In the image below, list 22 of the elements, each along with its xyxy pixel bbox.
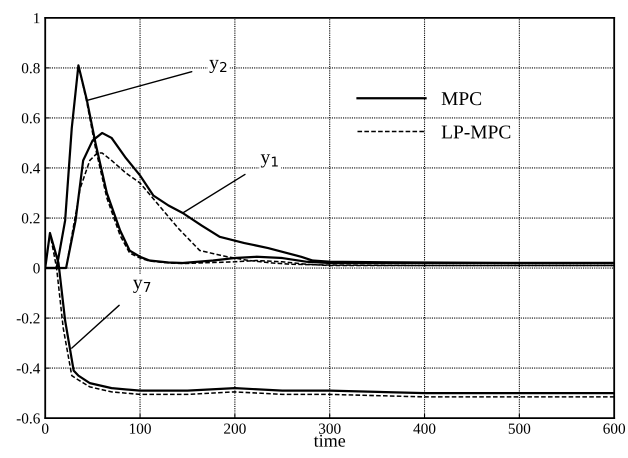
annotation: y$_{2}$: [209, 60, 226, 74]
legend-label: LP-MPC: [442, 125, 510, 139]
x-tick-label: 100: [130, 423, 151, 434]
y-tick-label: -0.6: [16, 413, 40, 424]
y-tick-label: 0.4: [22, 163, 40, 174]
x-tick-label: 200: [224, 423, 246, 434]
annotation: y$_{7}$: [133, 280, 150, 293]
y-tick-label: -0.2: [16, 313, 40, 324]
y-tick-label: 0.8: [22, 63, 40, 74]
y-tick-label: -0.4: [16, 363, 40, 374]
x-tick-label: 500: [508, 423, 530, 434]
y-tick-label: 0.2: [22, 213, 40, 224]
x-tick-label: 400: [413, 423, 436, 434]
x-axis-title: time: [314, 434, 346, 447]
legend-label: MPC: [442, 92, 482, 106]
x-tick-label: 0: [42, 423, 48, 434]
x-tick-label: 300: [318, 423, 341, 434]
y-tick-label: 0: [33, 263, 40, 274]
y-tick-label: 1: [34, 13, 40, 24]
y-tick-label: 0.6: [22, 113, 40, 124]
annotation: y$_{1}$: [260, 154, 278, 168]
x-tick-label: 600: [603, 423, 626, 434]
